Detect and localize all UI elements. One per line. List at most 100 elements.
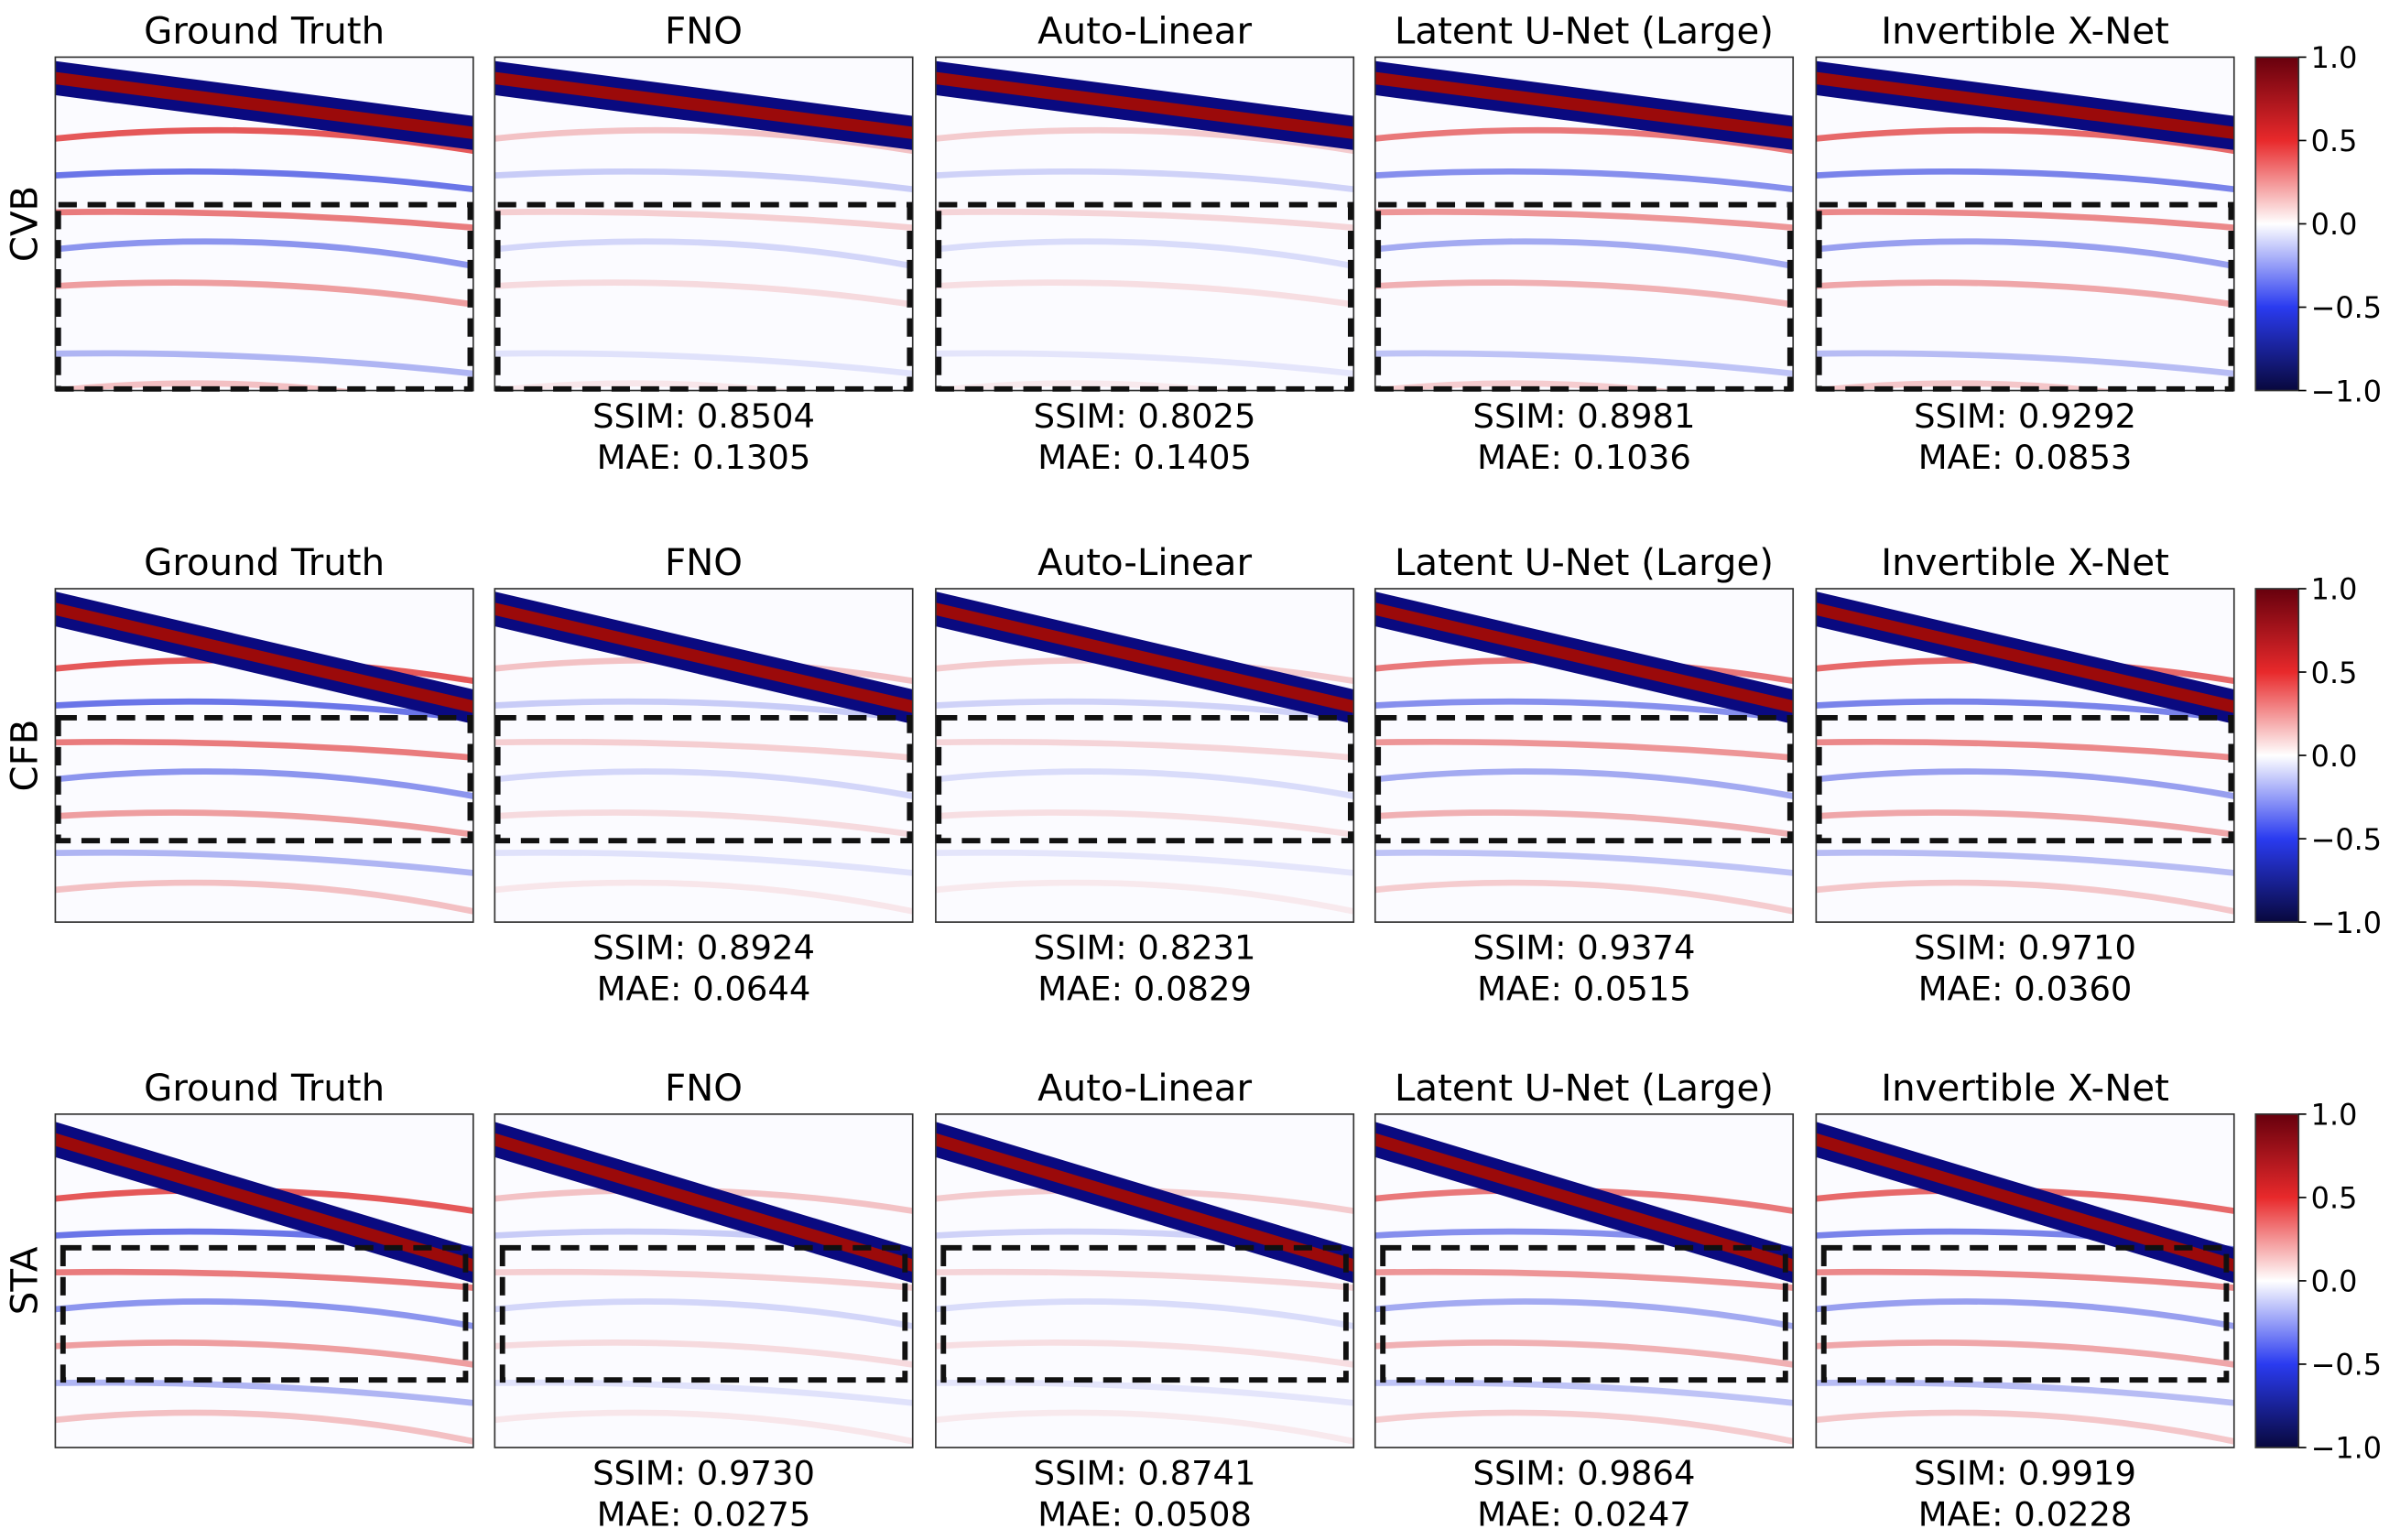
seismic-image [494,1113,913,1448]
reflector [55,1409,473,1445]
seismic-image [1374,588,1794,923]
ssim-label: SSIM: 0.8231 [1034,927,1256,967]
ssim-label: SSIM: 0.8924 [592,927,815,967]
seismic-image [494,588,913,923]
reflector [1816,809,2234,838]
reflector [1816,279,2234,308]
reflector [1816,168,2234,193]
seismic-image [55,1113,473,1448]
ssim-label: SSIM: 0.9292 [1914,396,2136,436]
colorbar-tick-label: 0.5 [2311,1181,2358,1216]
panel-title: Auto-Linear [1037,1068,1252,1110]
seismic-image [935,57,1354,391]
reflector [494,126,913,155]
reflector [55,1339,473,1368]
ssim-label: SSIM: 0.9919 [1914,1453,2136,1492]
mae-label: MAE: 0.1405 [1037,438,1252,477]
panel-title: Ground Truth [144,1068,385,1110]
reflector [494,1298,913,1329]
direct-wave [1816,602,2234,713]
reflector [1374,238,1794,269]
reflector [1374,279,1794,308]
reflector [55,126,473,155]
reflector [55,238,473,269]
colorbar-tick-label: −1.0 [2311,374,2382,408]
ssim-label: SSIM: 0.9374 [1473,927,1696,967]
reflector [1374,849,1794,876]
reflector [494,1339,913,1368]
panel-frame [1374,1113,1795,1448]
ssim-label: SSIM: 0.9730 [592,1453,815,1492]
reflector [494,738,913,761]
seismic-image [935,588,1354,923]
reflector [1374,1409,1794,1445]
dashed-box [1816,201,2234,392]
reflector [494,1409,913,1445]
reflector [935,1298,1354,1329]
colorbar-tick-label: −1.0 [2311,1431,2382,1466]
seismic-image [1816,57,2234,391]
direct-wave [494,71,913,139]
reflector [55,209,473,232]
panel-title: Latent U-Net (Large) [1395,1068,1774,1110]
reflector [1816,738,2234,761]
dashed-box [1380,1244,1788,1383]
reflector [494,168,913,193]
colorbar-tick-label: 1.0 [2311,572,2358,607]
reflector [494,209,913,232]
reflector [935,879,1354,915]
direct-wave [1816,1133,2234,1273]
panel-title: Invertible X-Net [1881,10,2169,52]
reflector [494,849,913,876]
reflector [55,1268,473,1291]
colorbar-tick-label: −0.5 [2311,822,2382,857]
reflector [1816,380,2123,391]
reflector [935,238,1354,269]
reflector [1816,350,2234,377]
reflector [494,1268,913,1291]
direct-wave [55,71,473,139]
ssim-label: SSIM: 0.9710 [1914,927,2136,967]
mae-label: MAE: 0.0853 [1918,438,2133,477]
mae-label: MAE: 0.0360 [1918,970,2133,1009]
mae-label: MAE: 0.0247 [1477,1495,1691,1535]
reflector [1816,698,2234,722]
dashed-box [1820,1244,2230,1383]
reflector [1816,126,2234,155]
panel-frame [1815,1113,2235,1448]
reflector [935,738,1354,761]
panel-title: Auto-Linear [1037,542,1252,584]
reflector [55,1298,473,1329]
reflector [935,350,1354,377]
dashed-box [940,1244,1349,1383]
direct-wave [494,602,913,713]
reflector [935,380,1242,391]
reflector [55,768,473,799]
reflector [1374,350,1794,377]
reflector [935,126,1354,155]
seismic-image [1816,1113,2234,1448]
reflector [1374,809,1794,838]
dashed-box [1375,201,1793,392]
seismic-image [935,1113,1354,1448]
panel-title: FNO [665,1068,743,1110]
dashed-box [1375,715,1793,844]
reflector [935,1268,1354,1291]
reflector [494,350,913,377]
reflector [935,168,1354,193]
reflector [935,1339,1354,1368]
reflector [1816,1298,2234,1329]
reflector [55,879,473,915]
reflector [1816,879,2234,915]
colorbar-tick-label: 0.0 [2311,207,2358,242]
panel-title: Auto-Linear [1037,10,1252,52]
direct-wave [935,602,1354,713]
seismic-image [494,57,913,391]
dashed-box [936,715,1353,844]
colorbar [2254,1113,2300,1448]
panel-frame [1815,588,2235,923]
colorbar-tick-label: 0.5 [2311,656,2358,690]
reflector [494,698,913,722]
reflector [935,279,1354,308]
direct-wave [494,1133,913,1273]
